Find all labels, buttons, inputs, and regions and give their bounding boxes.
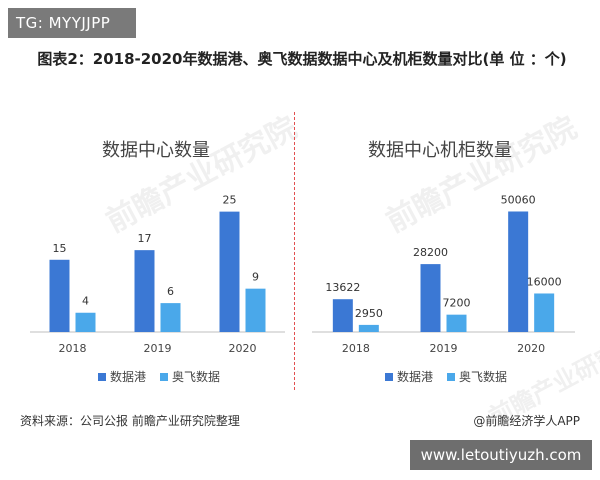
bar-series1	[219, 211, 240, 332]
panel-divider	[294, 112, 295, 390]
x-tick-label: 2020	[229, 342, 257, 355]
legend-item-series2: 奥飞数据	[160, 368, 220, 385]
data-label: 13622	[325, 281, 360, 294]
data-label: 25	[223, 194, 237, 207]
bar-series2	[358, 324, 379, 332]
credit-note: @前瞻经济学人APP	[473, 414, 580, 428]
bar-series2	[245, 288, 266, 332]
legend-left: 数据港 奥飞数据	[98, 368, 234, 385]
bar-series2	[446, 314, 467, 332]
bar-series1	[420, 264, 441, 332]
legend-item-series2: 奥飞数据	[447, 368, 507, 385]
data-label: 17	[138, 232, 152, 245]
x-tick-label: 2020	[517, 342, 545, 355]
data-label: 50060	[501, 193, 536, 206]
legend-item-series1: 数据港	[385, 368, 433, 385]
data-label: 15	[53, 242, 67, 255]
legend-label-series2: 奥飞数据	[172, 370, 221, 384]
legend-swatch-series1	[98, 372, 106, 381]
bar-series1	[332, 299, 353, 332]
bar-series2	[75, 312, 96, 332]
data-label: 6	[167, 285, 174, 298]
legend-swatch-series2	[447, 372, 456, 381]
x-tick-label: 2018	[59, 342, 87, 355]
chart-title-left: 数据中心数量	[102, 140, 210, 161]
legend-right: 数据港 奥飞数据	[385, 368, 521, 385]
x-tick-label: 2019	[430, 342, 458, 355]
bar-series2	[160, 303, 181, 332]
data-label: 4	[82, 295, 89, 308]
tg-badge: TG: MYYJJPP	[8, 8, 136, 38]
bar-series2	[534, 293, 555, 332]
legend-item-series1: 数据港	[98, 368, 146, 385]
chart-title-right: 数据中心机柜数量	[368, 140, 512, 161]
data-label: 16000	[527, 275, 562, 288]
bar-series1	[49, 259, 70, 332]
legend-swatch-series2	[160, 372, 169, 381]
bar-series1	[508, 211, 529, 332]
legend-swatch-series1	[385, 372, 393, 381]
x-tick-label: 2018	[342, 342, 370, 355]
data-label: 28200	[413, 246, 448, 259]
figure-title: 图表2：2018-2020年数据港、奥飞数据数据中心及机柜数量对比(单 位 ：个…	[37, 50, 567, 68]
x-tick-label: 2019	[144, 342, 172, 355]
legend-label-series2: 奥飞数据	[459, 370, 508, 384]
source-note: 资料来源：公司公报 前瞻产业研究院整理	[20, 414, 240, 428]
legend-label-series1: 数据港	[110, 370, 147, 384]
data-label: 7200	[443, 297, 471, 310]
charts-canvas: 15 4 2018 17 6 2019 25 9 2020 13622 2950 2018 28200 7…	[30, 193, 575, 355]
legend-label-series1: 数据港	[397, 370, 434, 384]
data-label: 9	[252, 271, 259, 284]
data-label: 2950	[355, 307, 383, 320]
bar-series1	[134, 250, 155, 332]
url-badge: www.letoutiyuzh.com	[410, 440, 592, 470]
